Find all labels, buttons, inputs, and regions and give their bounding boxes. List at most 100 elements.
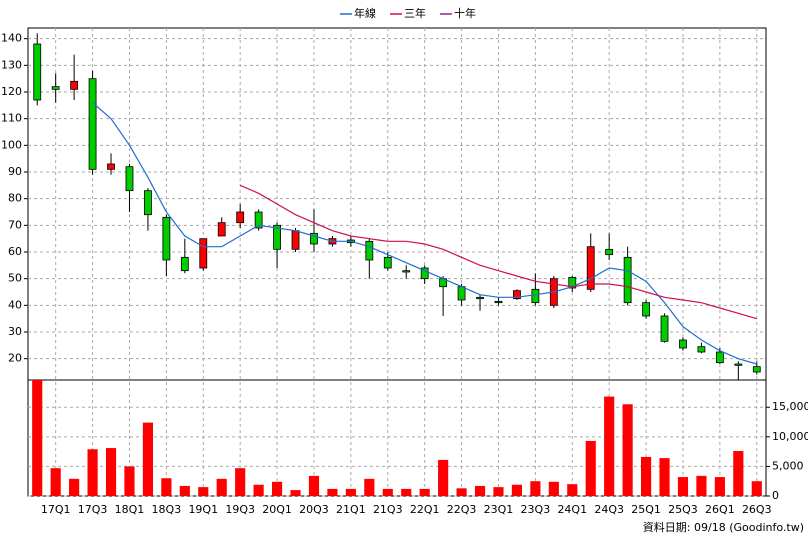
volume-bar <box>456 488 467 496</box>
x-tick-label: 22Q1 <box>410 503 440 516</box>
candle-body <box>199 238 208 269</box>
x-tick-label: 26Q1 <box>705 503 735 516</box>
volume-bar <box>641 456 652 496</box>
candle-body <box>254 211 263 229</box>
volume-bar <box>419 488 430 496</box>
y-tick-label: 30 <box>8 325 22 338</box>
volume-bar <box>235 468 246 496</box>
volume-bar <box>493 487 504 496</box>
x-tick-label: 22Q3 <box>447 503 477 516</box>
candle-body <box>697 346 706 353</box>
volume-bar <box>345 488 356 496</box>
y2-tick-label: 15,000 <box>772 400 808 413</box>
y-tick-label: 50 <box>8 272 22 285</box>
x-tick-label: 18Q3 <box>152 503 182 516</box>
candle-body <box>33 43 42 101</box>
legend-label: 十年 <box>454 6 476 20</box>
x-tick-label: 17Q1 <box>41 503 71 516</box>
series-line <box>92 102 757 365</box>
volume-bar <box>142 422 153 496</box>
volume-bar <box>714 477 725 496</box>
candle-body <box>88 78 97 170</box>
y-tick-label: 130 <box>1 58 22 71</box>
volume-bar <box>659 458 670 496</box>
x-tick-label: 17Q3 <box>78 503 108 516</box>
volume-bar <box>733 451 744 496</box>
y2-tick-label: 5,000 <box>772 459 804 472</box>
candle-body <box>679 339 687 349</box>
candle-body <box>107 163 115 170</box>
x-tick-label: 21Q1 <box>336 503 366 516</box>
volume-bar <box>50 468 61 496</box>
x-tick-label: 23Q1 <box>484 503 514 516</box>
volume-bar <box>253 484 264 496</box>
volume-bar <box>161 478 172 496</box>
legend-label: 三年 <box>404 6 426 20</box>
volume-bar <box>751 481 762 496</box>
y-tick-label: 70 <box>8 218 22 231</box>
y-tick-label: 110 <box>1 112 22 125</box>
candle-body <box>586 246 595 290</box>
y-tick-label: 60 <box>8 245 22 258</box>
candle-body <box>734 363 743 366</box>
x-tick-label: 24Q3 <box>594 503 624 516</box>
y2-tick-label: 0 <box>772 489 779 502</box>
volume-bar <box>32 380 43 496</box>
volume-bar <box>327 488 338 496</box>
candle-body <box>494 300 503 304</box>
candle-body <box>605 248 614 256</box>
candle-body <box>476 296 484 300</box>
x-tick-label: 20Q1 <box>262 503 292 516</box>
candle-body <box>162 216 171 261</box>
x-tick-label: 18Q1 <box>115 503 145 516</box>
candle-body <box>217 222 226 237</box>
candle-body <box>51 86 60 90</box>
candle-body <box>125 166 134 192</box>
x-tick-label: 23Q3 <box>521 503 551 516</box>
candle-body <box>180 256 189 272</box>
candle-body <box>402 270 411 273</box>
y-tick-label: 120 <box>1 85 22 98</box>
candle-body <box>236 211 245 224</box>
x-tick-label: 21Q3 <box>373 503 403 516</box>
volume-bar <box>622 404 633 496</box>
candle-body <box>642 302 650 317</box>
x-tick-label: 19Q1 <box>188 503 218 516</box>
x-tick-label: 24Q1 <box>557 503 587 516</box>
footnote: 資料日期: 09/18 (Goodinfo.tw) <box>643 520 804 534</box>
volume-bar <box>511 484 522 496</box>
y-tick-label: 100 <box>1 138 22 151</box>
x-tick-label: 19Q3 <box>225 503 255 516</box>
x-tick-label: 20Q3 <box>299 503 329 516</box>
candle-body <box>365 240 374 261</box>
series-line <box>239 184 757 320</box>
volume-bar <box>272 481 283 496</box>
y2-tick-label: 10,000 <box>772 430 808 443</box>
volume-bar <box>585 440 596 496</box>
legend-label: 年線 <box>354 6 376 20</box>
volume-bar <box>87 449 98 496</box>
x-tick-label: 26Q3 <box>742 503 772 516</box>
candle-body <box>660 315 669 342</box>
candle-body <box>291 230 300 250</box>
volume-bar <box>198 487 209 496</box>
y-tick-label: 140 <box>1 32 22 45</box>
volume-bar <box>364 478 375 496</box>
volume-bar <box>105 448 117 496</box>
volume-bar <box>382 488 393 496</box>
y-tick-label: 80 <box>8 192 22 205</box>
candle-body <box>513 290 521 300</box>
volume-bar <box>69 478 80 496</box>
candle-body <box>568 276 577 289</box>
candle-body <box>715 351 724 364</box>
volume-bar <box>401 488 412 496</box>
volume-bar <box>474 485 486 496</box>
x-tick-label: 25Q1 <box>631 503 661 516</box>
candle-body <box>623 256 632 304</box>
volume-bar <box>696 475 707 496</box>
candle-body <box>310 232 318 245</box>
volume-bar <box>179 485 190 496</box>
plot-frame <box>27 27 767 497</box>
candle-body <box>273 224 281 250</box>
